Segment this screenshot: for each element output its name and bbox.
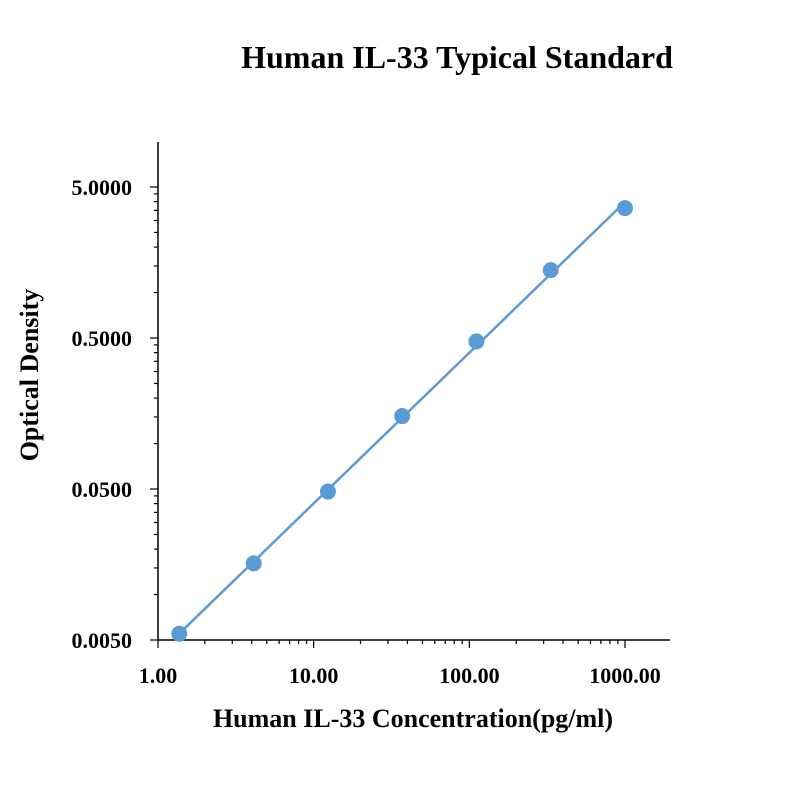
y-axis-label: Optical Density: [15, 289, 44, 462]
series: [171, 200, 633, 642]
x-tick-label: 100.00: [439, 663, 500, 688]
y-ticks: 0.0050 0.0500 0.5000 5.0000: [72, 175, 158, 653]
data-point: [319, 483, 336, 500]
data-point: [245, 555, 262, 572]
x-tick-label: 10.00: [289, 663, 339, 688]
x-ticks: 1.00 10.00 100.00 1000.00: [139, 640, 661, 688]
data-point: [171, 625, 188, 642]
y-tick-label: 0.0050: [72, 628, 133, 653]
chart-title: Human IL-33 Typical Standard: [241, 39, 673, 75]
y-tick-label: 0.5000: [72, 326, 133, 351]
data-point: [542, 262, 559, 279]
data-point: [468, 333, 485, 350]
y-tick-label: 0.0500: [72, 477, 133, 502]
axes: [157, 142, 670, 641]
data-point: [394, 408, 411, 425]
y-tick-label: 5.0000: [72, 175, 133, 200]
data-point: [617, 200, 633, 217]
x-tick-label: 1.00: [139, 663, 178, 688]
x-axis-label: Human IL-33 Concentration(pg/ml): [213, 704, 613, 733]
x-tick-label: 1000.00: [589, 663, 661, 688]
